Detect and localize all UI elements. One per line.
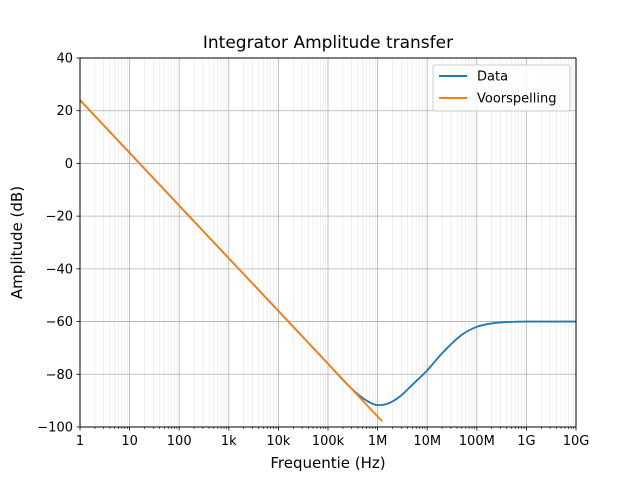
x-tick-label: 10k bbox=[266, 434, 291, 449]
y-tick-label: −80 bbox=[46, 368, 73, 383]
x-tick-label: 10 bbox=[121, 434, 138, 449]
x-tick-label: 10M bbox=[413, 434, 441, 449]
x-tick-label: 1 bbox=[76, 434, 84, 449]
y-tick-label: −100 bbox=[37, 421, 73, 436]
y-tick-label: 40 bbox=[56, 52, 73, 67]
y-tick-label: −20 bbox=[46, 210, 73, 225]
ticks-layer: 1 10 100 1k 10k 100k 1M 10M 100M 1G 10G −100 −80 −60 −… bbox=[37, 52, 589, 450]
chart-title: Integrator Amplitude transfer bbox=[203, 33, 453, 53]
x-tick-label: 100k bbox=[312, 434, 345, 449]
x-tick-label: 1k bbox=[221, 434, 237, 449]
x-tick-label: 100M bbox=[459, 434, 495, 449]
x-tick-label: 1G bbox=[517, 434, 535, 449]
legend-label-data: Data bbox=[477, 70, 508, 85]
y-tick-label: 20 bbox=[56, 104, 73, 119]
minor-grid bbox=[94, 58, 575, 427]
legend-box bbox=[432, 64, 571, 112]
legend: Data Voorspelling bbox=[432, 64, 571, 112]
legend-label-voorspelling: Voorspelling bbox=[477, 92, 557, 107]
y-axis-label: Amplitude (dB) bbox=[8, 186, 26, 299]
x-tick-label: 100 bbox=[167, 434, 192, 449]
y-tick-label: 0 bbox=[65, 157, 73, 172]
x-axis-label: Frequentie (Hz) bbox=[270, 454, 385, 472]
x-tick-label: 10G bbox=[563, 434, 590, 449]
x-tick-label: 1M bbox=[368, 434, 388, 449]
y-tick-label: −60 bbox=[46, 315, 73, 330]
series-line-voorspelling bbox=[80, 98, 383, 422]
y-tick-label: −40 bbox=[46, 262, 73, 277]
series-layer bbox=[80, 98, 576, 422]
